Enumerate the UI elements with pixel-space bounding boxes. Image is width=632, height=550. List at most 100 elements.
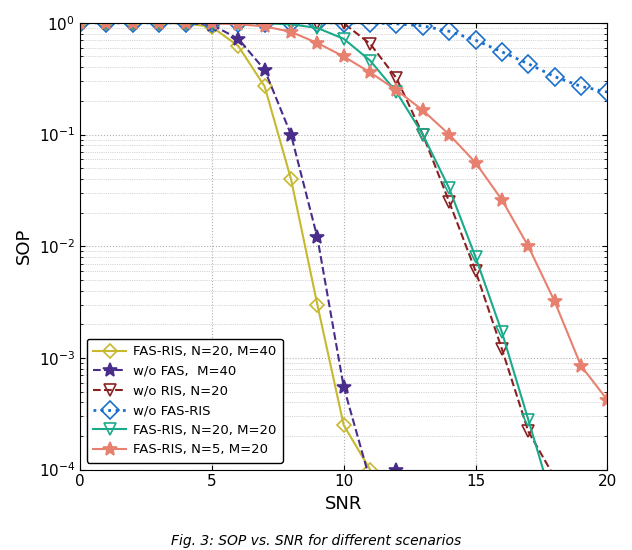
FAS-RIS, N=20, M=20 xyxy=(182,20,190,26)
FAS-RIS, N=5, M=20 xyxy=(76,20,84,26)
w/o FAS,  M=40 xyxy=(392,466,400,473)
w/o FAS-RIS xyxy=(76,20,84,26)
FAS-RIS, N=20, M=20 xyxy=(76,20,84,26)
w/o FAS,  M=40 xyxy=(340,383,348,390)
Line: FAS-RIS, N=20, M=20: FAS-RIS, N=20, M=20 xyxy=(74,16,614,550)
w/o FAS,  M=40 xyxy=(155,20,163,26)
FAS-RIS, N=20, M=40 xyxy=(208,24,216,30)
FAS-RIS, N=5, M=20 xyxy=(234,21,242,28)
w/o FAS-RIS xyxy=(392,20,400,27)
w/o FAS-RIS xyxy=(498,48,506,55)
FAS-RIS, N=5, M=20 xyxy=(367,69,374,76)
FAS-RIS, N=5, M=20 xyxy=(498,196,506,203)
FAS-RIS, N=20, M=40 xyxy=(155,20,163,26)
w/o FAS-RIS xyxy=(604,89,611,95)
w/o FAS-RIS xyxy=(234,20,242,26)
w/o FAS-RIS xyxy=(313,20,321,26)
w/o FAS,  M=40 xyxy=(208,21,216,28)
w/o RIS, N=20 xyxy=(261,20,269,26)
FAS-RIS, N=5, M=20 xyxy=(340,53,348,60)
w/o RIS, N=20 xyxy=(155,20,163,26)
w/o RIS, N=20 xyxy=(471,268,479,274)
FAS-RIS, N=20, M=20 xyxy=(208,20,216,26)
FAS-RIS, N=20, M=20 xyxy=(446,185,453,191)
w/o RIS, N=20 xyxy=(129,20,137,26)
FAS-RIS, N=5, M=20 xyxy=(446,131,453,138)
w/o FAS-RIS xyxy=(261,20,269,26)
FAS-RIS, N=20, M=20 xyxy=(287,21,295,28)
FAS-RIS, N=20, M=40 xyxy=(234,43,242,50)
FAS-RIS, N=20, M=40 xyxy=(287,175,295,182)
FAS-RIS, N=20, M=20 xyxy=(392,89,400,95)
FAS-RIS, N=5, M=20 xyxy=(182,20,190,26)
FAS-RIS, N=20, M=40 xyxy=(367,466,374,473)
w/o FAS,  M=40 xyxy=(287,131,295,138)
FAS-RIS, N=20, M=40 xyxy=(340,422,348,428)
FAS-RIS, N=20, M=20 xyxy=(155,20,163,26)
w/o FAS,  M=40 xyxy=(313,234,321,241)
FAS-RIS, N=5, M=20 xyxy=(287,29,295,35)
FAS-RIS, N=20, M=20 xyxy=(340,36,348,42)
FAS-RIS, N=20, M=20 xyxy=(367,57,374,64)
FAS-RIS, N=5, M=20 xyxy=(525,243,532,250)
FAS-RIS, N=5, M=20 xyxy=(419,107,427,113)
Line: FAS-RIS, N=5, M=20: FAS-RIS, N=5, M=20 xyxy=(73,16,614,407)
w/o RIS, N=20 xyxy=(313,20,321,26)
w/o FAS,  M=40 xyxy=(129,20,137,26)
w/o FAS-RIS xyxy=(340,20,348,26)
w/o FAS-RIS xyxy=(471,37,479,43)
w/o RIS, N=20 xyxy=(76,20,84,26)
w/o RIS, N=20 xyxy=(287,20,295,26)
w/o RIS, N=20 xyxy=(446,199,453,205)
w/o RIS, N=20 xyxy=(367,41,374,47)
w/o FAS-RIS xyxy=(419,23,427,29)
w/o FAS-RIS xyxy=(129,20,137,26)
FAS-RIS, N=5, M=20 xyxy=(261,23,269,30)
w/o FAS,  M=40 xyxy=(367,477,374,483)
w/o FAS-RIS xyxy=(577,83,585,90)
w/o FAS,  M=40 xyxy=(234,36,242,42)
FAS-RIS, N=5, M=20 xyxy=(313,40,321,46)
FAS-RIS, N=20, M=20 xyxy=(471,254,479,260)
w/o FAS-RIS xyxy=(155,20,163,26)
w/o FAS-RIS xyxy=(551,73,559,80)
w/o FAS-RIS xyxy=(287,20,295,26)
w/o FAS,  M=40 xyxy=(76,20,84,26)
FAS-RIS, N=20, M=20 xyxy=(234,20,242,26)
Legend: FAS-RIS, N=20, M=40, w/o FAS,  M=40, w/o RIS, N=20, w/o FAS-RIS, FAS-RIS, N=20, : FAS-RIS, N=20, M=40, w/o FAS, M=40, w/o … xyxy=(87,339,283,463)
FAS-RIS, N=5, M=20 xyxy=(102,20,110,26)
FAS-RIS, N=5, M=20 xyxy=(155,20,163,26)
w/o RIS, N=20 xyxy=(102,20,110,26)
FAS-RIS, N=5, M=20 xyxy=(471,160,479,166)
w/o RIS, N=20 xyxy=(498,346,506,353)
FAS-RIS, N=20, M=20 xyxy=(261,20,269,26)
Y-axis label: SOP: SOP xyxy=(15,228,33,265)
Line: FAS-RIS, N=20, M=40: FAS-RIS, N=20, M=40 xyxy=(75,18,375,475)
w/o FAS-RIS xyxy=(182,20,190,26)
FAS-RIS, N=5, M=20 xyxy=(577,362,585,369)
Text: Fig. 3: SOP vs. SNR for different scenarios: Fig. 3: SOP vs. SNR for different scenar… xyxy=(171,534,461,547)
FAS-RIS, N=5, M=20 xyxy=(604,397,611,403)
FAS-RIS, N=20, M=20 xyxy=(498,329,506,336)
FAS-RIS, N=20, M=20 xyxy=(551,505,559,512)
FAS-RIS, N=20, M=20 xyxy=(313,25,321,31)
w/o FAS-RIS xyxy=(208,20,216,26)
w/o RIS, N=20 xyxy=(340,20,348,26)
X-axis label: SNR: SNR xyxy=(325,495,362,513)
FAS-RIS, N=5, M=20 xyxy=(208,20,216,26)
w/o RIS, N=20 xyxy=(525,428,532,435)
Line: w/o FAS,  M=40: w/o FAS, M=40 xyxy=(73,16,403,487)
w/o FAS-RIS xyxy=(102,20,110,26)
FAS-RIS, N=20, M=40 xyxy=(261,83,269,90)
w/o RIS, N=20 xyxy=(208,20,216,26)
w/o FAS,  M=40 xyxy=(261,67,269,73)
w/o FAS-RIS xyxy=(367,20,374,26)
FAS-RIS, N=20, M=40 xyxy=(102,20,110,26)
w/o RIS, N=20 xyxy=(551,474,559,481)
w/o RIS, N=20 xyxy=(419,131,427,138)
w/o FAS,  M=40 xyxy=(182,20,190,26)
FAS-RIS, N=20, M=20 xyxy=(525,416,532,423)
FAS-RIS, N=5, M=20 xyxy=(129,20,137,26)
FAS-RIS, N=20, M=40 xyxy=(182,20,190,26)
FAS-RIS, N=5, M=20 xyxy=(551,298,559,305)
